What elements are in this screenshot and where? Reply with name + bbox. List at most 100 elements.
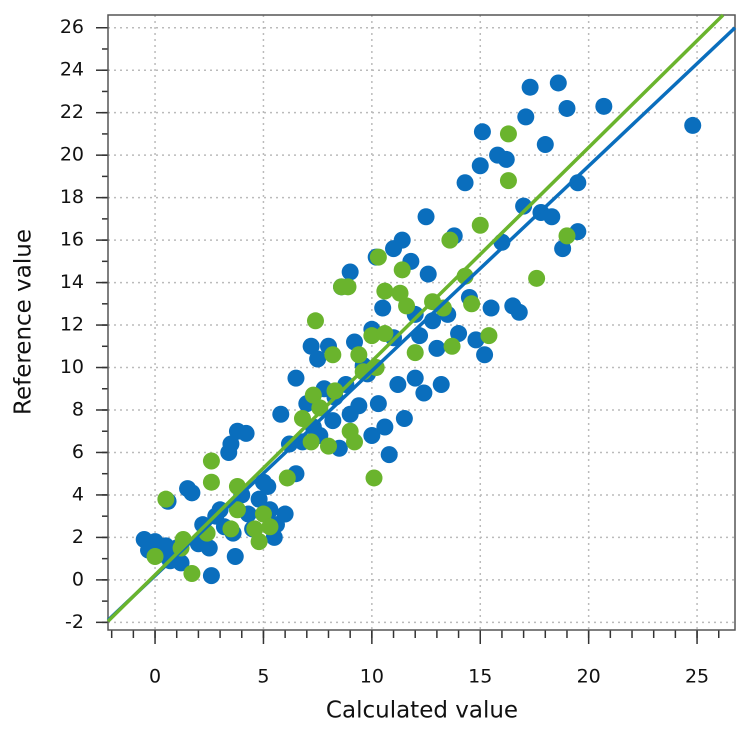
- point: [309, 350, 327, 368]
- point: [341, 263, 359, 281]
- point: [406, 369, 424, 387]
- x-tick-label: 20: [577, 666, 601, 688]
- point: [369, 395, 387, 413]
- point: [558, 99, 576, 117]
- point: [417, 208, 435, 226]
- point: [172, 554, 190, 572]
- point: [222, 520, 240, 538]
- point: [376, 282, 394, 300]
- point: [202, 473, 220, 491]
- y-tick-label: 20: [60, 144, 84, 166]
- point: [324, 412, 342, 430]
- y-tick-label: 26: [60, 16, 84, 38]
- y-tick-label: 2: [72, 526, 84, 548]
- point: [363, 327, 381, 345]
- point: [302, 433, 320, 451]
- point: [369, 248, 387, 266]
- point: [536, 136, 554, 154]
- point: [304, 386, 322, 404]
- point: [443, 337, 461, 355]
- x-tick-label: 0: [149, 666, 161, 688]
- point: [406, 344, 424, 362]
- point: [228, 501, 246, 519]
- y-tick-label: 6: [72, 441, 84, 463]
- point: [595, 97, 613, 115]
- y-tick-label: -2: [65, 611, 84, 633]
- point: [684, 116, 702, 134]
- point: [261, 518, 279, 536]
- point: [395, 409, 413, 427]
- point: [306, 312, 324, 330]
- point: [250, 533, 268, 551]
- plot-frame: [107, 14, 736, 631]
- point: [276, 505, 294, 523]
- fit-line: [106, 13, 725, 623]
- point: [463, 295, 481, 313]
- point: [202, 567, 220, 585]
- y-tick-label: 16: [60, 229, 84, 251]
- y-axis-title: Reference value: [11, 229, 37, 415]
- point: [311, 399, 329, 417]
- fit-line: [106, 26, 737, 622]
- point: [272, 405, 290, 423]
- point: [482, 299, 500, 317]
- point: [183, 484, 201, 502]
- point: [497, 150, 515, 168]
- point: [350, 346, 368, 364]
- point: [549, 74, 567, 92]
- point: [471, 157, 489, 175]
- point: [393, 261, 411, 279]
- point: [432, 376, 450, 394]
- point: [543, 208, 561, 226]
- y-tick-label: 8: [72, 398, 84, 420]
- point: [319, 437, 337, 455]
- point: [471, 216, 489, 234]
- y-tick-label: 14: [60, 271, 84, 293]
- point: [302, 337, 320, 355]
- point: [499, 125, 517, 143]
- point: [183, 565, 201, 583]
- point: [254, 505, 272, 523]
- point: [200, 539, 218, 557]
- y-tick-label: 10: [60, 356, 84, 378]
- point: [389, 376, 407, 394]
- point: [250, 490, 268, 508]
- point: [222, 435, 240, 453]
- point: [434, 299, 452, 317]
- point: [476, 346, 494, 364]
- point: [558, 227, 576, 245]
- point: [226, 548, 244, 566]
- point: [237, 424, 255, 442]
- point: [517, 108, 535, 126]
- point: [350, 397, 368, 415]
- x-tick-label: 5: [257, 666, 269, 688]
- point: [473, 123, 491, 141]
- point: [419, 265, 437, 283]
- y-tick-label: 24: [60, 59, 84, 81]
- point: [393, 231, 411, 249]
- point: [346, 433, 364, 451]
- point: [521, 78, 539, 96]
- point: [456, 174, 474, 192]
- point: [441, 231, 459, 249]
- x-tick-label: 15: [468, 666, 492, 688]
- x-tick-label: 25: [685, 666, 709, 688]
- y-tick-label: 22: [60, 101, 84, 123]
- x-axis-title: Calculated value: [326, 698, 518, 724]
- point: [380, 446, 398, 464]
- y-tick-label: 0: [72, 568, 84, 590]
- point: [324, 346, 342, 364]
- point: [415, 384, 433, 402]
- point: [467, 331, 485, 349]
- point: [365, 469, 383, 487]
- point: [157, 490, 175, 508]
- y-tick-label: 18: [60, 186, 84, 208]
- point: [146, 548, 164, 566]
- point: [528, 269, 546, 287]
- y-tick-label: 12: [60, 314, 84, 336]
- point: [391, 284, 409, 302]
- point: [510, 303, 528, 321]
- point: [376, 418, 394, 436]
- point: [499, 172, 517, 190]
